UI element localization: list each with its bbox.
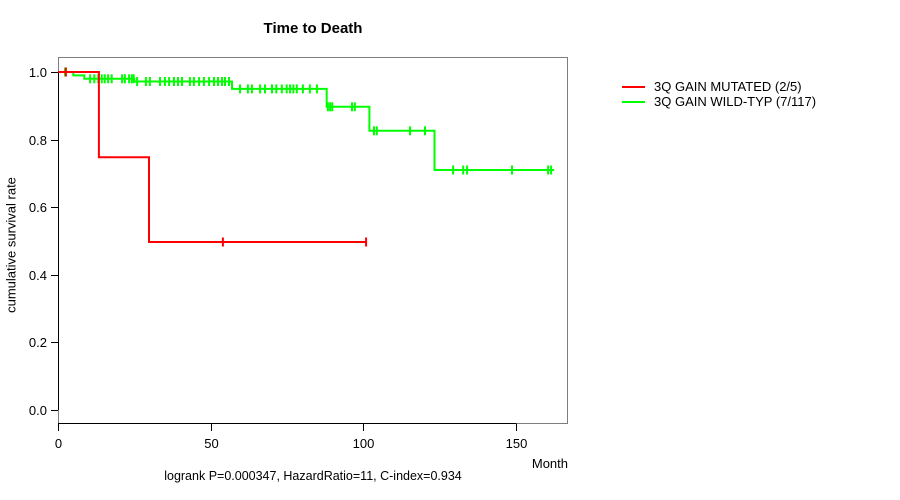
legend-swatch-mutated: [622, 85, 645, 88]
legend: 3Q GAIN MUTATED (2/5) 3Q GAIN WILD-TYP (7…: [622, 79, 816, 109]
y-tick-label: 0.4: [29, 268, 47, 283]
legend-label-wildtype: 3Q GAIN WILD-TYP (7/117): [654, 94, 817, 109]
y-axis-title: cumulative survival rate: [3, 177, 19, 313]
legend-row-mutated: 3Q GAIN MUTATED (2/5): [622, 79, 816, 94]
survival-curve-wildtype: [58, 71, 555, 171]
plot-box: [58, 57, 568, 424]
x-tick-label: 150: [506, 436, 528, 451]
y-tick-label: 1.0: [29, 65, 47, 80]
survival-curve-mutated: [58, 71, 367, 243]
chart-title: Time to Death: [263, 20, 363, 37]
x-axis-title: Month: [531, 456, 568, 471]
logrank-annotation: logrank P=0.000347, HazardRatio=11, C-in…: [164, 469, 462, 483]
y-tick-label: 0.2: [29, 335, 47, 350]
y-tick-label: 0.8: [29, 133, 47, 148]
x-tick-label: 0: [55, 436, 62, 451]
legend-row-wildtype: 3Q GAIN WILD-TYP (7/117): [622, 94, 816, 109]
y-tick-label: 0.0: [29, 403, 47, 418]
legend-swatch-wildtype: [622, 100, 645, 103]
y-tick-label: 0.6: [29, 200, 47, 215]
legend-label-mutated: 3Q GAIN MUTATED (2/5): [654, 79, 802, 94]
x-tick-label: 100: [353, 436, 375, 451]
x-tick-label: 50: [204, 436, 218, 451]
